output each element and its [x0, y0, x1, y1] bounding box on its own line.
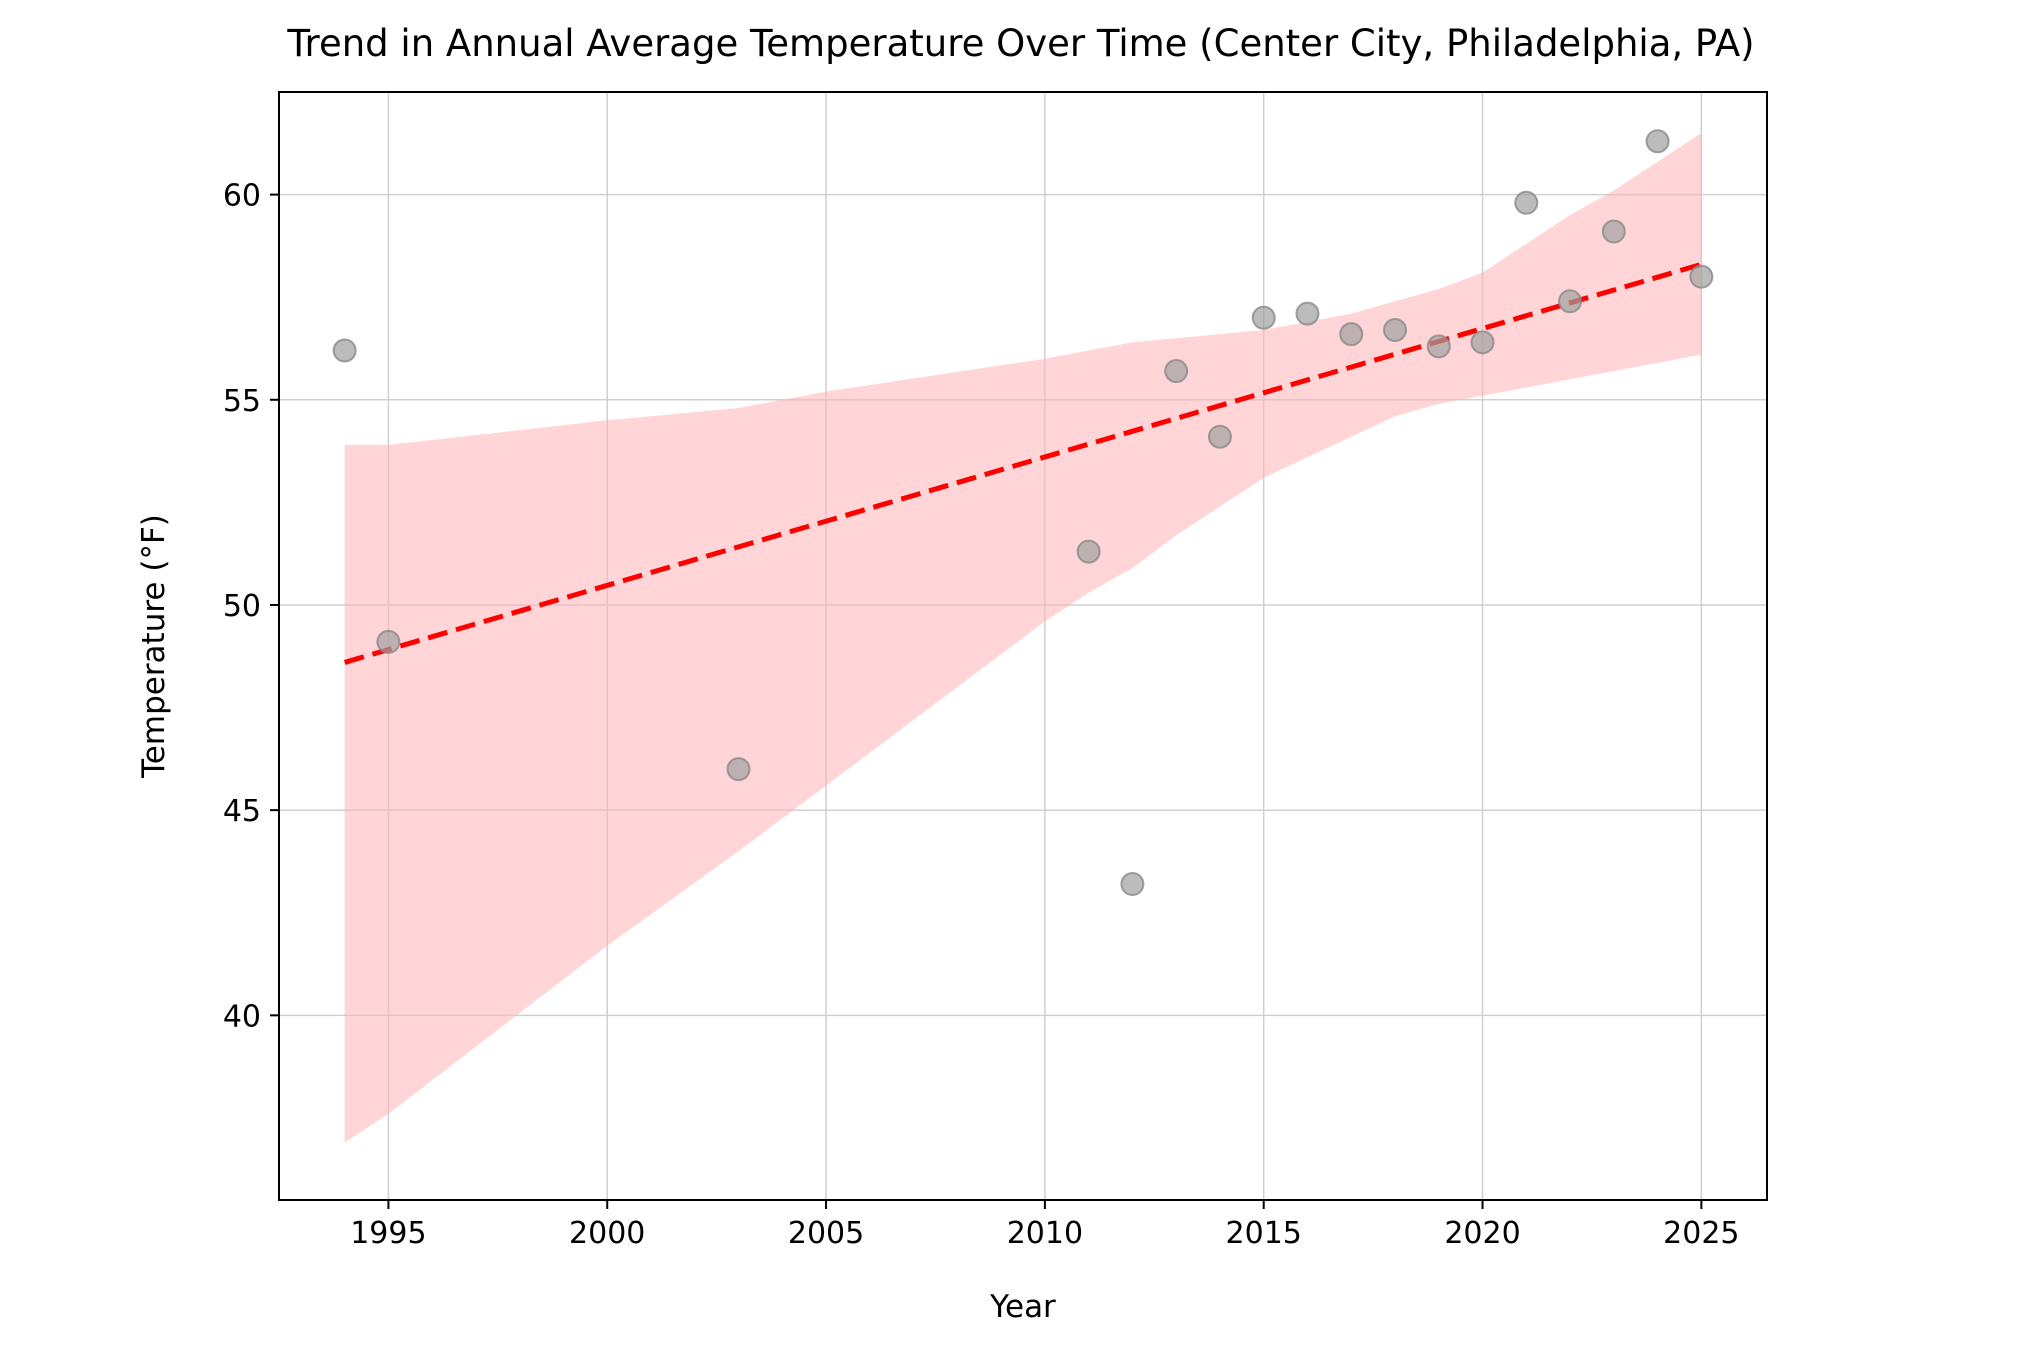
data-point: [1251, 305, 1276, 330]
x-axis: 1995 2000 2005 2010 2015 2020 2025: [350, 1200, 1740, 1251]
x-tick-label: 1995: [350, 1216, 426, 1251]
data-points: [332, 129, 1714, 897]
data-point: [1558, 289, 1583, 314]
data-point: [1207, 424, 1232, 449]
data-point: [1120, 872, 1145, 897]
y-tick-label: 40: [223, 999, 261, 1034]
y-axis-label: Temperature (°F): [136, 514, 172, 779]
data-point: [1689, 264, 1714, 289]
x-tick-label: 2005: [788, 1216, 864, 1251]
data-point: [332, 338, 357, 363]
x-tick-label: 2010: [1007, 1216, 1083, 1251]
y-tick-label: 50: [223, 589, 261, 624]
x-tick-label: 2000: [569, 1216, 645, 1251]
y-tick-label: 45: [223, 794, 261, 829]
data-point: [1076, 539, 1101, 564]
x-tick-label: 2025: [1663, 1216, 1739, 1251]
data-point: [1164, 359, 1189, 384]
data-point: [1470, 330, 1495, 355]
chart-title: Trend in Annual Average Temperature Over…: [286, 22, 1754, 65]
data-point: [1339, 322, 1364, 347]
data-point: [1514, 190, 1539, 215]
confidence-band: [344, 133, 1702, 1143]
trend-line: [343, 261, 1703, 665]
x-axis-label: Year: [989, 1289, 1056, 1325]
y-tick-label: 55: [223, 384, 261, 419]
data-point: [1426, 334, 1451, 359]
x-tick-label: 2020: [1444, 1216, 1520, 1251]
confidence-band-group: [344, 133, 1702, 1143]
plot-frame: [278, 91, 1768, 1201]
y-axis: 40 45 50 55 60: [223, 179, 279, 1034]
data-point: [1645, 129, 1670, 154]
data-point: [1295, 301, 1320, 326]
data-point: [1383, 318, 1407, 343]
data-point: [376, 629, 401, 654]
x-tick-label: 2015: [1226, 1216, 1302, 1251]
data-point: [726, 757, 751, 782]
data-point: [1601, 219, 1626, 244]
trend-line-group: [343, 261, 1703, 665]
y-tick-label: 60: [223, 179, 261, 214]
